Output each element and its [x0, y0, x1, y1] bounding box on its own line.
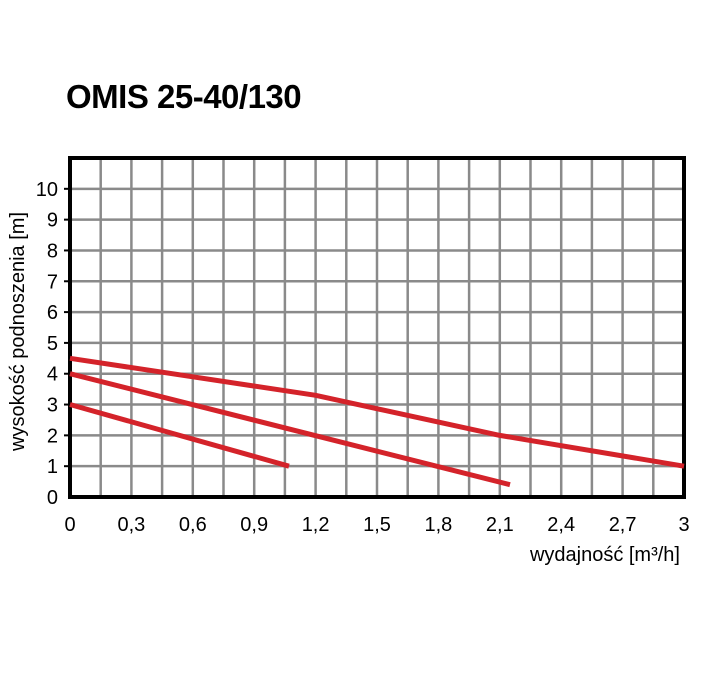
y-tick-label: 4 — [47, 364, 58, 386]
y-tick-label: 7 — [47, 271, 58, 293]
y-tick-label: 6 — [47, 302, 58, 324]
x-tick-label: 0 — [64, 514, 75, 536]
pump-curves — [69, 355, 685, 488]
y-tick-label: 1 — [47, 456, 58, 478]
y-tick-label: 5 — [47, 333, 58, 355]
x-tick-label: 1,2 — [302, 514, 330, 536]
y-tick-label: 3 — [47, 395, 58, 417]
y-axis-label: wysokość podnoszenia [m] — [7, 212, 29, 452]
x-tick-label: 2,7 — [609, 514, 637, 536]
plot-border — [68, 156, 686, 499]
y-tick-label: 0 — [47, 487, 58, 509]
x-tick-label: 0,9 — [240, 514, 268, 536]
y-tick-label: 8 — [47, 240, 58, 262]
x-tick-label: 3 — [678, 514, 689, 536]
y-tick-label: 10 — [36, 179, 58, 201]
x-tick-label: 0,6 — [179, 514, 207, 536]
grid-lines — [70, 158, 684, 497]
x-axis-label: wydajność [m³/h] — [529, 544, 680, 566]
pump-curve-1 — [69, 402, 290, 469]
y-tick-label: 2 — [47, 425, 58, 447]
pump-curve-3 — [69, 355, 685, 469]
y-tick-labels: 0 1 2 3 4 5 6 7 8 9 10 — [36, 179, 58, 509]
x-tick-label: 1,8 — [424, 514, 452, 536]
x-tick-labels: 0 0,3 0,6 0,9 1,2 1,5 1,8 2,1 2,4 2,7 3 — [64, 514, 689, 536]
y-tick-label: 9 — [47, 210, 58, 232]
x-tick-label: 0,3 — [117, 514, 145, 536]
plot-frame — [64, 156, 686, 499]
pump-curve-2 — [69, 371, 511, 488]
x-tick-label: 1,5 — [363, 514, 391, 536]
chart-title: OMIS 25-40/130 — [66, 78, 302, 115]
x-tick-label: 2,4 — [547, 514, 575, 536]
x-tick-label: 2,1 — [486, 514, 514, 536]
